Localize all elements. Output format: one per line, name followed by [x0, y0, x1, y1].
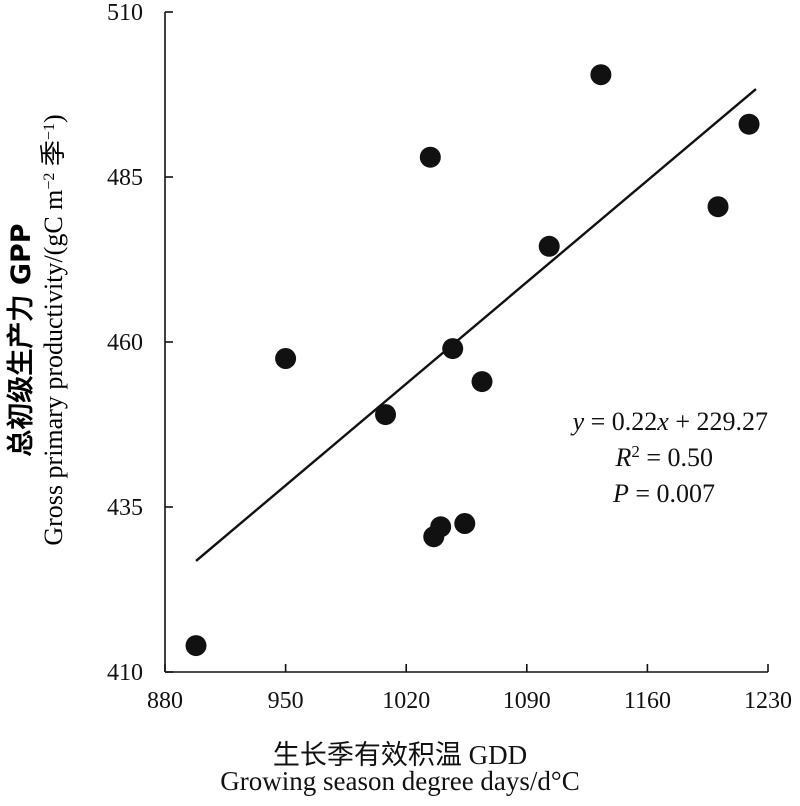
data-point [454, 513, 476, 534]
data-point [738, 113, 760, 135]
x-tick-label: 1160 [624, 688, 671, 714]
y-tick-label: 460 [107, 330, 143, 356]
r-squared-label: R2 = 0.50 [614, 442, 713, 473]
regression-line-group [195, 88, 757, 562]
p-value-label: P = 0.007 [612, 479, 715, 508]
regression-line [195, 88, 757, 562]
x-axis-title-cn: 生长季有效积温 GDD [272, 740, 528, 770]
regression-equation: y = 0.22x + 229.27 [570, 407, 768, 436]
y-tick-label: 435 [107, 495, 143, 521]
data-point [185, 635, 207, 657]
data-points [185, 64, 760, 657]
data-point [430, 516, 452, 538]
y-axis-title-en: Gross primary productivity/(gC m−2 季−1) [39, 114, 68, 545]
x-tick-label: 950 [268, 688, 304, 714]
y-tick-labels: 410 435 460 485 510 [107, 0, 143, 686]
x-tick-label: 1020 [382, 688, 430, 714]
svg-text:总初级生产力 GPP: 总初级生产力 GPP [5, 223, 37, 456]
data-point [707, 196, 729, 218]
data-point [442, 338, 464, 360]
y-axis-title-cn: 总初级生产力 GPP [5, 223, 37, 456]
data-point [419, 146, 441, 168]
svg-text:Gross primary productivity/(gC: Gross primary productivity/(gC m−2 季−1) [39, 114, 68, 545]
data-point [375, 404, 397, 426]
x-axis-title-en: Growing season degree days/d°C [220, 766, 580, 796]
x-tick-label: 880 [147, 688, 183, 714]
data-point [471, 371, 493, 393]
axes [164, 11, 769, 673]
x-tick-labels: 880 950 1020 1090 1160 1230 [147, 688, 792, 714]
x-tick-label: 1090 [503, 688, 551, 714]
y-tick-label: 410 [107, 660, 143, 686]
data-point [590, 64, 612, 86]
y-tick-label: 485 [107, 165, 143, 191]
x-tick-label: 1230 [744, 688, 792, 714]
data-point [275, 348, 297, 369]
y-tick-label: 510 [107, 0, 143, 26]
data-point [538, 235, 560, 257]
